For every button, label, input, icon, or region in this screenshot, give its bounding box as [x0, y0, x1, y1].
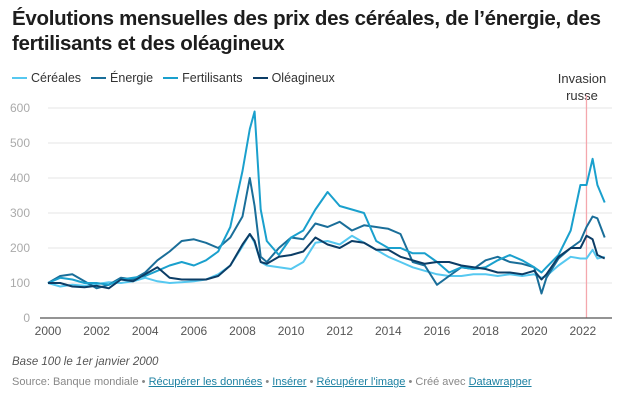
y-tick-label: 300 — [10, 206, 30, 220]
y-tick-label: 600 — [10, 101, 30, 115]
y-axis-ticks: 0 100 200 300 400 500 600 — [10, 101, 30, 325]
source-text: Source: Banque mondiale — [12, 376, 139, 388]
x-axis-ticks: 2000 2002 2004 2006 2008 2010 2012 2014 2016 2018… — [35, 324, 597, 338]
legend-label-fertilisants: Fertilisants — [182, 71, 243, 85]
y-tick-label: 500 — [10, 136, 30, 150]
legend-item-cereales: Céréales — [12, 71, 81, 85]
gridlines — [48, 107, 612, 284]
download-image-link[interactable]: Récupérer l'image — [316, 376, 406, 388]
series-line-oleagineux — [48, 233, 606, 290]
x-tick-label: 2004 — [132, 324, 159, 338]
legend-item-energie: Énergie — [91, 71, 153, 85]
legend-label-oleagineux: Oléagineux — [271, 71, 335, 85]
separator: • — [306, 376, 317, 388]
legend-swatch-cereales — [12, 77, 27, 79]
legend-swatch-oleagineux — [252, 77, 268, 79]
separator: • — [262, 376, 273, 388]
x-tick-label: 2022 — [569, 324, 596, 338]
x-tick-label: 2010 — [278, 324, 305, 338]
legend-label-energie: Énergie — [110, 71, 154, 85]
x-tick-label: 2000 — [35, 324, 62, 338]
annotation-line2: russe — [566, 88, 598, 103]
chart-note: Base 100 le 1er janvier 2000 — [12, 356, 159, 368]
annotation-line1: Invasion — [557, 71, 607, 86]
x-tick-label: 2018 — [472, 324, 499, 338]
legend-swatch-fertilisants — [163, 77, 179, 79]
x-tick-label: 2002 — [83, 324, 110, 338]
embed-link[interactable]: Insérer — [272, 376, 307, 388]
x-tick-label: 2016 — [424, 324, 451, 338]
separator: • — [405, 376, 416, 388]
y-tick-label: 200 — [10, 241, 30, 255]
separator: • — [138, 376, 149, 388]
created-with-text: Créé avec — [415, 376, 466, 388]
invasion-annotation: Invasion russe — [546, 70, 618, 104]
series-line-energie — [47, 177, 606, 295]
y-tick-label: 400 — [10, 171, 30, 185]
y-tick-label: 0 — [23, 311, 30, 325]
legend-item-oleagineux: Oléagineux — [252, 71, 335, 85]
legend-swatch-energie — [91, 77, 107, 79]
x-tick-label: 2008 — [229, 324, 256, 338]
chart-footer: Source: Banque mondiale • Récupérer les … — [12, 376, 532, 388]
x-tick-label: 2012 — [326, 324, 353, 338]
x-tick-label: 2006 — [181, 324, 208, 338]
series-line-fertilisants — [47, 110, 606, 286]
legend-label-cereales: Céréales — [31, 71, 82, 85]
legend-item-fertilisants: Fertilisants — [163, 71, 243, 85]
line-chart: 0 100 200 300 400 500 600 2000 2002 2004 2006 2008… — [10, 95, 612, 338]
x-tick-label: 2014 — [375, 324, 402, 338]
datawrapper-link[interactable]: Datawrapper — [468, 376, 532, 388]
chart-title: Évolutions mensuelles des prix des céréa… — [12, 7, 601, 55]
y-tick-label: 100 — [10, 276, 30, 290]
series-lines — [47, 110, 606, 295]
x-tick-label: 2020 — [521, 324, 548, 338]
download-data-link[interactable]: Récupérer les données — [148, 376, 263, 388]
legend: Céréales Énergie Fertilisants Oléagineux — [12, 71, 335, 85]
